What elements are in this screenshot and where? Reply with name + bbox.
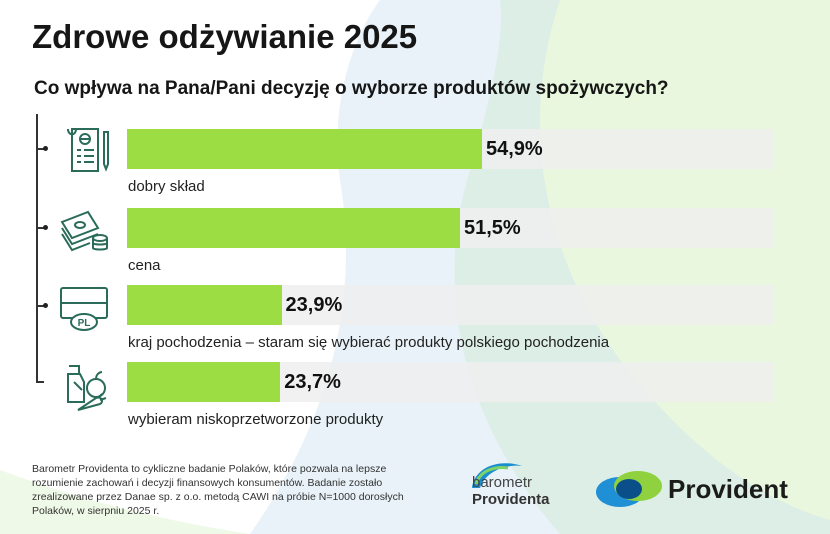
groceries-icon [67,365,107,411]
footnote: Barometr Providenta to cykliczne badanie… [32,463,404,517]
svg-text:PL: PL [78,318,91,329]
pl-label-icon: PL [60,287,108,331]
axis-dot [43,225,48,230]
axis-tick [36,305,44,307]
bar-cena [127,208,460,248]
page-title: Zdrowe odżywianie 2025 [32,18,418,55]
barometr-logo-line2: Providenta [472,491,550,508]
axis-dot [43,146,48,151]
category-label: cena [128,257,161,274]
axis-tick [36,227,44,229]
question-subtitle: Co wpływa na Pana/Pani decyzję o wyborze… [34,78,669,99]
barometr-logo-line1: barometr [472,474,533,491]
money-icon [60,210,108,252]
axis-line [36,114,38,382]
value-label: 23,7% [284,371,341,393]
axis-dot [43,303,48,308]
provident-logo-text: Provident [668,474,788,504]
value-label: 51,5% [464,217,521,239]
bar-kraj-pochodzenia [127,285,282,325]
bar-niskoprzetworzone [127,362,281,402]
axis-tick [36,381,44,383]
value-label: 23,9% [285,294,343,316]
recipe-list-icon [67,128,109,172]
bar-dobry-sklad [127,129,482,169]
category-label: wybieram niskoprzetworzone produkty [128,411,384,428]
axis-tick [36,148,44,150]
category-label: kraj pochodzenia – staram się wybierać p… [128,334,610,351]
provident-logo-mark [596,471,662,507]
category-label: dobry skład [128,178,205,195]
value-label: 54,9% [486,138,543,160]
barometr-logo-swoosh [472,463,522,488]
